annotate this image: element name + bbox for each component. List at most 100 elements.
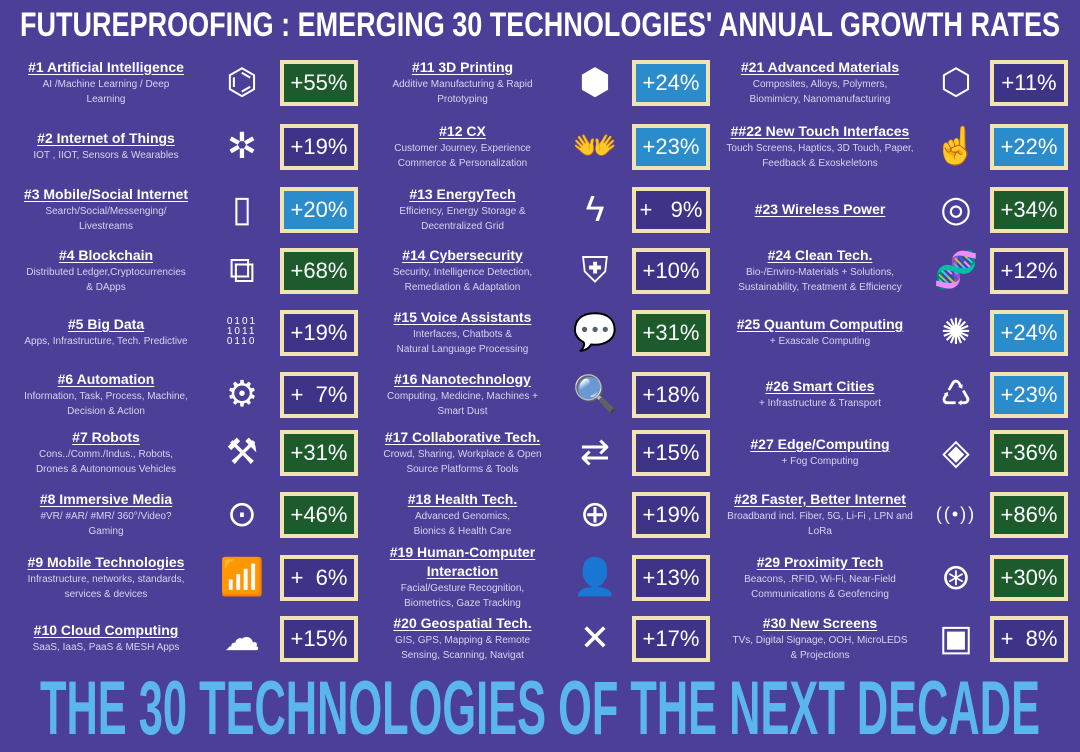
technology-item: #11 3D Printing Additive Manufacturing & … xyxy=(365,51,731,113)
item-description: Biometrics, Gaze Tracking xyxy=(404,598,521,609)
growth-rate-badge: +31% xyxy=(632,310,710,356)
item-description: + Fog Computing xyxy=(781,456,859,467)
item-description: & DApps xyxy=(86,281,126,293)
technology-item: #26 Smart Cities + Infrastructure & Trans… xyxy=(714,363,1080,425)
growth-rate-badge: + 9% xyxy=(632,187,710,233)
item-text: ##22 New Touch Interfaces Touch Screens, … xyxy=(714,115,926,177)
growth-rate-badge: + 8% xyxy=(990,616,1068,662)
city-cycle-icon: ♺ xyxy=(939,373,973,414)
technology-item: #30 New Screens TVs, Digital Signage, OOH… xyxy=(714,607,1080,669)
item-title: #27 Edge/Computing xyxy=(750,436,890,452)
item-description: Source Platforms & Tools xyxy=(406,463,519,475)
technology-item: #9 Mobile Technologies Infrastructure, ne… xyxy=(0,546,366,608)
item-text: #26 Smart Cities + Infrastructure & Trans… xyxy=(714,363,926,425)
item-text: #14 Cybersecurity Security, Intelligence … xyxy=(365,239,560,301)
technology-item: #7 Robots Cons../Comm./Indus., Robots, Dro… xyxy=(0,421,366,483)
item-text: #9 Mobile Technologies Infrastructure, ne… xyxy=(0,546,212,608)
cloud-download-icon: ☁ xyxy=(224,617,260,658)
hands-people-icon: 👐 xyxy=(572,125,618,166)
footer-graphic: THE 30 TECHNOLOGIES OF THE NEXT DECADE xyxy=(40,668,1040,748)
growth-rate-badge: + 7% xyxy=(280,372,358,418)
growth-rate-badge: +55% xyxy=(280,60,358,106)
technology-item: #29 Proximity Tech Beacons, .RFID, Wi-Fi,… xyxy=(714,546,1080,608)
item-description: Livestreams xyxy=(79,220,133,232)
brain-chip-icon: ⌬ xyxy=(226,61,258,102)
item-text: #8 Immersive Media #VR/ #AR/ #MR/ 360°/Vi… xyxy=(0,483,212,545)
item-description: Decision & Action xyxy=(67,405,145,417)
item-description: Security, Intelligence Detection, xyxy=(392,266,533,278)
magnifier-icon: 🔍 xyxy=(572,373,618,414)
item-text: #20 Geospatial Tech. GIS, GPS, Mapping & … xyxy=(365,607,560,669)
item-description: Crowd, Sharing, Workplace & Open xyxy=(383,448,542,460)
growth-rate-badge: +15% xyxy=(632,430,710,476)
technology-item: #8 Immersive Media #VR/ #AR/ #MR/ 360°/Vi… xyxy=(0,483,366,545)
growth-rate-badge: +31% xyxy=(280,430,358,476)
growth-rate-badge: +12% xyxy=(990,248,1068,294)
item-text: #17 Collaborative Tech. Crowd, Sharing, W… xyxy=(365,421,560,483)
item-description: Decentralized Grid xyxy=(421,220,504,232)
item-description: Communications & Geofencing xyxy=(751,588,889,600)
item-title: #15 Voice Assistants xyxy=(393,308,532,325)
chip-icon: ◈ xyxy=(942,431,970,472)
growth-rate-badge: +68% xyxy=(280,248,358,294)
medical-cross-icon: ⊕ xyxy=(579,493,611,534)
item-title: #19 Human-Computer Interaction xyxy=(389,544,536,579)
item-description: Customer Journey, Experience xyxy=(394,142,531,154)
digital-screen-icon: ▣ xyxy=(938,617,973,658)
item-description: Bio-/Enviro-Materials + Solutions, xyxy=(745,266,895,278)
item-description: Efficiency, Energy Storage & xyxy=(399,205,526,217)
item-title: #28 Faster, Better Internet xyxy=(734,490,906,507)
technology-item: #17 Collaborative Tech. Crowd, Sharing, W… xyxy=(365,421,731,483)
item-text: #23 Wireless Power xyxy=(714,178,926,240)
growth-rate-badge: +23% xyxy=(632,124,710,170)
growth-rate-badge: +17% xyxy=(632,616,710,662)
technology-item: #25 Quantum Computing + Exascale Computin… xyxy=(714,301,1080,363)
technology-item: #23 Wireless Power ◎ +34% xyxy=(714,178,1080,240)
footer-text: THE 30 TECHNOLOGIES OF THE NEXT DECADE xyxy=(40,668,1040,748)
item-description: Natural Language Processing xyxy=(396,343,529,355)
growth-rate-badge: +19% xyxy=(632,492,710,538)
item-title: ##22 New Touch Interfaces xyxy=(730,122,910,139)
technology-item: #10 Cloud Computing SaaS, IaaS, PaaS & ME… xyxy=(0,607,366,669)
technology-item: #21 Advanced Materials Composites, Alloys… xyxy=(714,51,1080,113)
gears-icon: ⚙ xyxy=(225,373,259,414)
growth-rate-badge: +19% xyxy=(280,310,358,356)
page-title-graphic: FUTUREPROOFING : EMERGING 30 TECHNOLOGIE… xyxy=(20,6,1060,44)
item-title: #30 New Screens xyxy=(762,614,878,631)
technology-item: #16 Nanotechnology Computing, Medicine, M… xyxy=(365,363,731,425)
item-description: + Infrastructure & Transport xyxy=(759,398,881,409)
item-title: #17 Collaborative Tech. xyxy=(384,428,541,445)
item-text: #18 Health Tech. Advanced Genomics, Bionic… xyxy=(365,483,560,545)
item-description: Drones & Autonomous Vehicles xyxy=(35,463,177,475)
molecule-icon: ⬡ xyxy=(940,61,972,102)
item-description: IOT , IIOT, Sensors & Wearables xyxy=(33,150,179,161)
lightning-icon: ϟ xyxy=(585,188,605,229)
growth-rate-badge: +22% xyxy=(990,124,1068,170)
item-text: #11 3D Printing Additive Manufacturing & … xyxy=(365,51,560,113)
growth-rate-badge: +11% xyxy=(990,60,1068,106)
robot-arm-icon: ⚒ xyxy=(225,431,259,472)
item-title: #6 Automation xyxy=(57,370,155,387)
growth-rate-badge: +23% xyxy=(990,372,1068,418)
technology-item: #19 Human-Computer Interaction Facial/Ges… xyxy=(365,544,731,609)
item-title: #24 Clean Tech. xyxy=(767,246,873,263)
item-title: #21 Advanced Materials xyxy=(740,58,900,75)
growth-rate-badge: +34% xyxy=(990,187,1068,233)
item-description: Computing, Medicine, Machines + xyxy=(387,390,538,402)
item-title: #23 Wireless Power xyxy=(754,200,886,217)
shield-icon: ⛨ xyxy=(581,249,609,290)
item-description: Facial/Gesture Recognition, xyxy=(400,583,525,594)
item-title: #20 Geospatial Tech. xyxy=(393,614,532,631)
item-description: Gaming xyxy=(88,525,124,537)
growth-rate-badge: + 6% xyxy=(280,555,358,601)
growth-rate-badge: +19% xyxy=(280,124,358,170)
item-title: #10 Cloud Computing xyxy=(33,622,179,638)
technology-item: #28 Faster, Better Internet Broadband inc… xyxy=(714,483,1080,545)
item-description: & Projections xyxy=(790,649,850,661)
page-title-text: FUTUREPROOFING : EMERGING 30 TECHNOLOGIE… xyxy=(20,6,1060,44)
technology-item: #27 Edge/Computing + Fog Computing ◈ +36% xyxy=(714,421,1080,483)
blocks-icon: ⧉ xyxy=(229,249,255,290)
item-description: Cons../Comm./Indus., Robots, xyxy=(39,448,173,460)
3d-printer-icon: ⬢ xyxy=(579,61,611,102)
item-description: Information, Task, Process, Machine, xyxy=(24,390,188,402)
